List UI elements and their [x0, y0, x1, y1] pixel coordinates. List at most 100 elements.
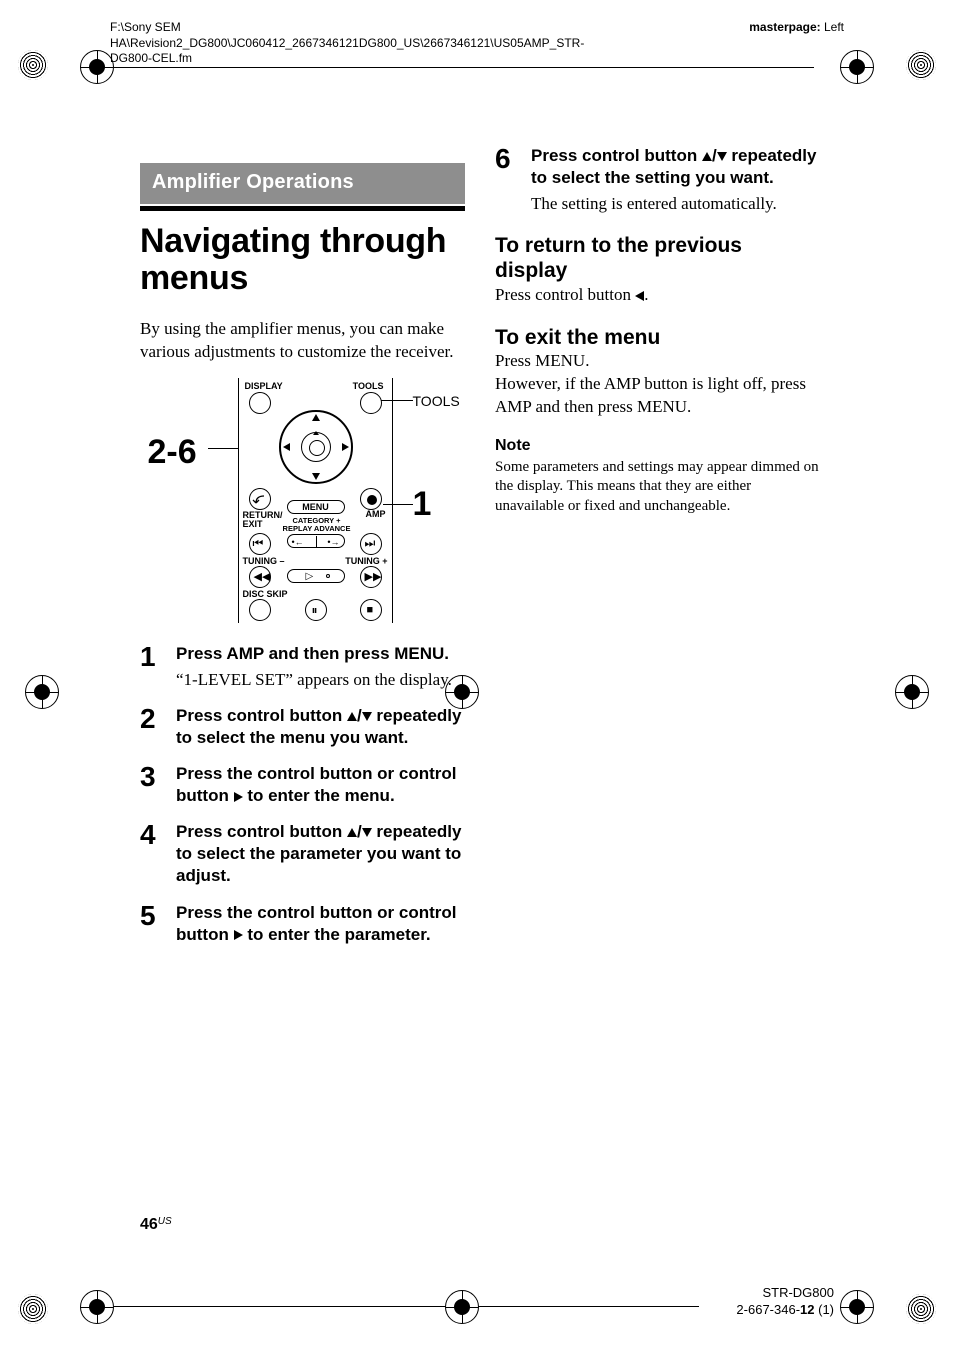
note-section: Note Some parameters and settings may ap… — [495, 437, 820, 517]
step-num: 5 — [140, 902, 164, 946]
page-content: Amplifier Operations Navigating through … — [140, 145, 820, 960]
bottom-rule — [114, 1306, 699, 1307]
replay-pill-icon: •← •→ — [287, 534, 345, 548]
next-button-icon: ⏭ — [360, 533, 382, 555]
masterpage-label: masterpage: — [749, 20, 820, 34]
dpad-right-icon — [342, 443, 349, 451]
reg-circle-icon — [906, 1294, 936, 1324]
step: 1 Press AMP and then press MENU. “1-LEVEL … — [140, 643, 465, 691]
rew-button-icon: ◀◀ — [249, 566, 271, 588]
up-arrow-icon — [347, 828, 357, 837]
step: 4Press control button / repeatedly to se… — [140, 821, 465, 887]
remote-label-category: CATEGORY + REPLAY ADVANCE — [281, 517, 353, 533]
amp-button-icon — [360, 488, 382, 510]
left-arrow-icon — [635, 291, 644, 301]
return-body: Press control button . — [495, 284, 820, 307]
remote-label-disc-skip: DISC SKIP — [243, 589, 288, 599]
masterpage-value: Left — [824, 20, 844, 34]
reg-circle-icon — [18, 1294, 48, 1324]
right-column: 6 Press control button / repeatedly to s… — [495, 145, 820, 960]
step-head-6: Press control button / repeatedly to sel… — [531, 145, 820, 189]
remote-figure: 2-6 TOOLS 1 DISPLAY TOOLS — [148, 378, 458, 623]
footer-model: STR-DG800 2-667-346-12 (1) — [736, 1285, 834, 1319]
page-num-suffix: US — [158, 1216, 172, 1227]
dpad-left-icon — [283, 443, 290, 451]
exit-section: To exit the menu Press MENU. However, if… — [495, 325, 820, 419]
footer-partno: 2-667-346-12 (1) — [736, 1302, 834, 1319]
reg-cross-icon — [25, 675, 59, 709]
return-heading: To return to the previous display — [495, 233, 820, 283]
intro-text: By using the amplifier menus, you can ma… — [140, 318, 465, 364]
stop-button-icon: ■ — [360, 599, 382, 621]
step-head: Press the control button or control butt… — [176, 902, 465, 946]
reg-cross-icon — [80, 50, 114, 84]
play-pill-icon: ▷ — [287, 569, 345, 583]
step-num: 1 — [140, 643, 164, 691]
prev-button-icon: ⏮ — [249, 533, 271, 555]
remote-label-menu: MENU — [302, 502, 329, 512]
exit-heading: To exit the menu — [495, 325, 820, 350]
body-text: Press control button — [495, 285, 635, 304]
dpad-down-icon — [312, 473, 320, 480]
thick-rule — [140, 206, 465, 211]
step-num-6: 6 — [495, 145, 519, 215]
reg-cross-icon — [895, 675, 929, 709]
remote-label-return: RETURN/ EXIT — [243, 511, 283, 529]
step-text: Press control button — [531, 146, 702, 165]
reg-cross-icon — [445, 1290, 479, 1324]
remote-label-tuning-plus: TUNING + — [345, 556, 387, 566]
tools-button-icon — [360, 392, 382, 414]
reg-circle-icon — [906, 50, 936, 80]
footer-partno-bold: 12 — [800, 1302, 814, 1317]
section-bar: Amplifier Operations — [140, 163, 465, 204]
remote-label-display: DISPLAY — [245, 381, 283, 391]
step-head: Press the control button or control butt… — [176, 763, 465, 807]
right-arrow-icon — [234, 930, 243, 940]
down-arrow-icon — [362, 828, 372, 837]
remote-label-tuning-minus: TUNING – — [243, 556, 285, 566]
top-rule — [114, 67, 814, 68]
up-arrow-icon — [347, 712, 357, 721]
note-body: Some parameters and settings may appear … — [495, 458, 820, 517]
display-button-icon — [249, 392, 271, 414]
step-num: 3 — [140, 763, 164, 807]
dpad-center-icon — [301, 432, 331, 462]
step-head: Press AMP and then press MENU. — [176, 643, 465, 665]
disc-skip-button-icon — [249, 599, 271, 621]
page-number: 46US — [140, 1216, 172, 1234]
body-text: . — [644, 285, 648, 304]
right-arrow-icon — [234, 792, 243, 802]
step-num: 2 — [140, 705, 164, 749]
remote-label-amp: AMP — [366, 509, 386, 519]
header-path: F:\Sony SEM HA\Revision2_DG800\JC060412_… — [110, 20, 510, 67]
callout-2-6: 2-6 — [148, 433, 197, 472]
left-steps: 1 Press AMP and then press MENU. “1-LEVEL … — [140, 643, 465, 946]
menu-button-icon: MENU — [287, 500, 345, 514]
callout-1: 1 — [413, 485, 432, 524]
page-num-value: 46 — [140, 1216, 158, 1233]
step: 5 Press the control button or control but… — [140, 902, 465, 946]
footer-model-text: STR-DG800 — [736, 1285, 834, 1302]
step-num: 4 — [140, 821, 164, 887]
return-button-icon — [249, 488, 271, 510]
remote-body: DISPLAY TOOLS RETURN/ EXIT — [238, 378, 393, 623]
left-column: Amplifier Operations Navigating through … — [140, 145, 465, 960]
reg-cross-icon — [80, 1290, 114, 1324]
step-6: 6 Press control button / repeatedly to s… — [495, 145, 820, 215]
lead-line — [208, 448, 238, 449]
up-arrow-icon — [702, 152, 712, 161]
return-section: To return to the previous display Press … — [495, 233, 820, 306]
step: 2 Press control button / repeatedly to se… — [140, 705, 465, 749]
pause-button-icon: ⏸ — [305, 599, 327, 621]
step-head: Press control button / repeatedly to sel… — [176, 705, 465, 749]
callout-tools: TOOLS — [413, 393, 460, 409]
remote-label-tools: TOOLS — [353, 381, 384, 391]
reg-cross-icon — [840, 50, 874, 84]
step-sub-6: The setting is entered automatically. — [531, 193, 820, 215]
page-title: Navigating through menus — [140, 223, 465, 298]
exit-body: Press MENU. However, if the AMP button i… — [495, 350, 820, 419]
step-head: Press control button / repeatedly to sel… — [176, 821, 465, 887]
step: 3 Press the control button or control but… — [140, 763, 465, 807]
step-sub: “1-LEVEL SET” appears on the display. — [176, 669, 465, 691]
ffwd-button-icon: ▶▶ — [360, 566, 382, 588]
